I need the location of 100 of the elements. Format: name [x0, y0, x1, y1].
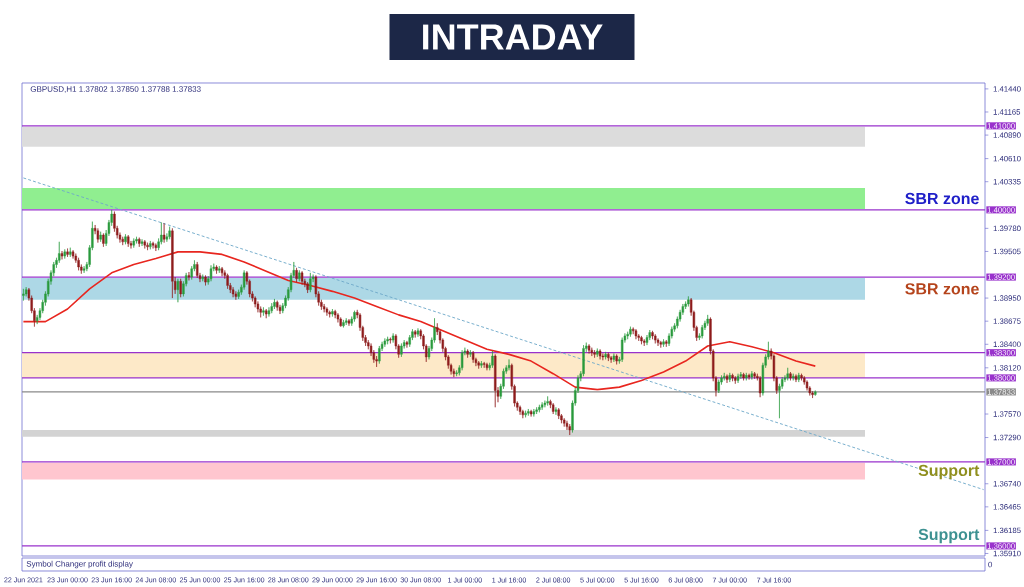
candlestick	[336, 312, 340, 323]
candlestick	[466, 349, 469, 358]
candlestick	[543, 400, 547, 408]
candlestick	[521, 409, 524, 419]
candlestick	[328, 310, 331, 318]
candlestick	[494, 354, 497, 408]
candlestick	[140, 239, 144, 247]
band-label: SBR zone	[905, 283, 979, 295]
candlestick	[750, 370, 754, 380]
candlestick	[626, 331, 629, 340]
candlestick	[135, 236, 138, 244]
line-series	[22, 251, 817, 391]
candlestick	[524, 410, 527, 418]
candlestick	[99, 231, 102, 243]
candlestick	[452, 368, 456, 378]
candlestick	[162, 223, 166, 243]
candlestick	[736, 373, 740, 384]
candlestick	[209, 265, 213, 282]
candlestick	[656, 338, 660, 347]
candlestick	[745, 372, 748, 381]
candlestick	[637, 333, 640, 342]
candlestick	[414, 329, 417, 338]
candlestick	[540, 401, 544, 411]
candlestick	[378, 345, 381, 364]
candlestick	[270, 302, 273, 314]
candlestick	[218, 265, 221, 274]
candlestick	[309, 272, 312, 293]
candlestick	[552, 402, 555, 415]
candlestick	[334, 309, 337, 319]
candlestick	[149, 240, 152, 250]
candlestick	[527, 408, 530, 416]
candlestick	[640, 335, 643, 345]
candlestick	[469, 349, 472, 358]
candlestick	[168, 226, 171, 240]
candlestick	[234, 291, 238, 301]
candlestick	[102, 233, 105, 248]
candlestick	[138, 237, 141, 248]
candlestick	[590, 347, 593, 357]
candlestick	[632, 327, 635, 335]
candlestick	[477, 360, 480, 369]
candlestick	[226, 273, 229, 290]
candlestick	[342, 319, 345, 328]
candlestick	[345, 317, 348, 326]
candlestick	[204, 275, 207, 286]
candlestick	[687, 296, 690, 307]
candlestick	[483, 361, 486, 369]
candlestick	[58, 241, 61, 264]
candlestick	[651, 330, 654, 340]
candlestick	[734, 375, 737, 385]
candlestick	[731, 373, 734, 382]
candlestick	[63, 249, 66, 259]
candlestick	[554, 407, 558, 416]
candlestick	[154, 243, 158, 252]
candlestick	[620, 337, 624, 363]
candlestick	[262, 307, 265, 316]
candlestick	[96, 228, 100, 243]
candlestick	[563, 417, 566, 427]
candlestick	[231, 286, 235, 298]
candlestick	[389, 337, 392, 344]
candlestick	[187, 271, 191, 281]
candlestick	[601, 353, 605, 361]
candlestick	[662, 338, 665, 348]
candlestick	[143, 239, 146, 249]
candlestick	[596, 348, 599, 358]
candlestick	[331, 308, 334, 317]
candlestick	[717, 379, 720, 394]
candlestick	[557, 407, 560, 420]
candlestick	[758, 375, 762, 398]
candlestick	[648, 329, 651, 341]
candlestick	[124, 233, 127, 245]
candlestick	[786, 367, 789, 381]
candlestick	[538, 404, 541, 413]
candlestick	[66, 248, 69, 258]
candlestick	[598, 349, 602, 360]
candlestick	[347, 318, 351, 327]
candlestick	[265, 308, 268, 319]
candlestick	[278, 304, 282, 315]
chart-title: INTRADAY	[423, 24, 603, 50]
candlestick	[723, 372, 726, 381]
candlestick	[565, 420, 569, 431]
candlestick	[151, 241, 155, 249]
candlestick	[612, 353, 616, 363]
candlestick	[518, 405, 522, 416]
band-label: SBR zone	[905, 192, 979, 205]
candlestick	[460, 349, 464, 371]
candlestick	[654, 333, 657, 344]
candlestick	[742, 372, 745, 381]
candlestick	[485, 362, 489, 371]
candlestick	[665, 339, 668, 348]
candlestick	[491, 350, 494, 369]
candlestick	[295, 267, 298, 283]
candlestick	[386, 336, 389, 345]
candlestick	[339, 317, 342, 327]
candlestick	[24, 286, 28, 297]
candlestick	[298, 270, 301, 282]
candlestick	[609, 355, 613, 364]
candlestick	[728, 372, 731, 383]
annotation: Support	[918, 528, 980, 544]
candlestick	[814, 390, 817, 396]
candlestick	[267, 307, 271, 317]
